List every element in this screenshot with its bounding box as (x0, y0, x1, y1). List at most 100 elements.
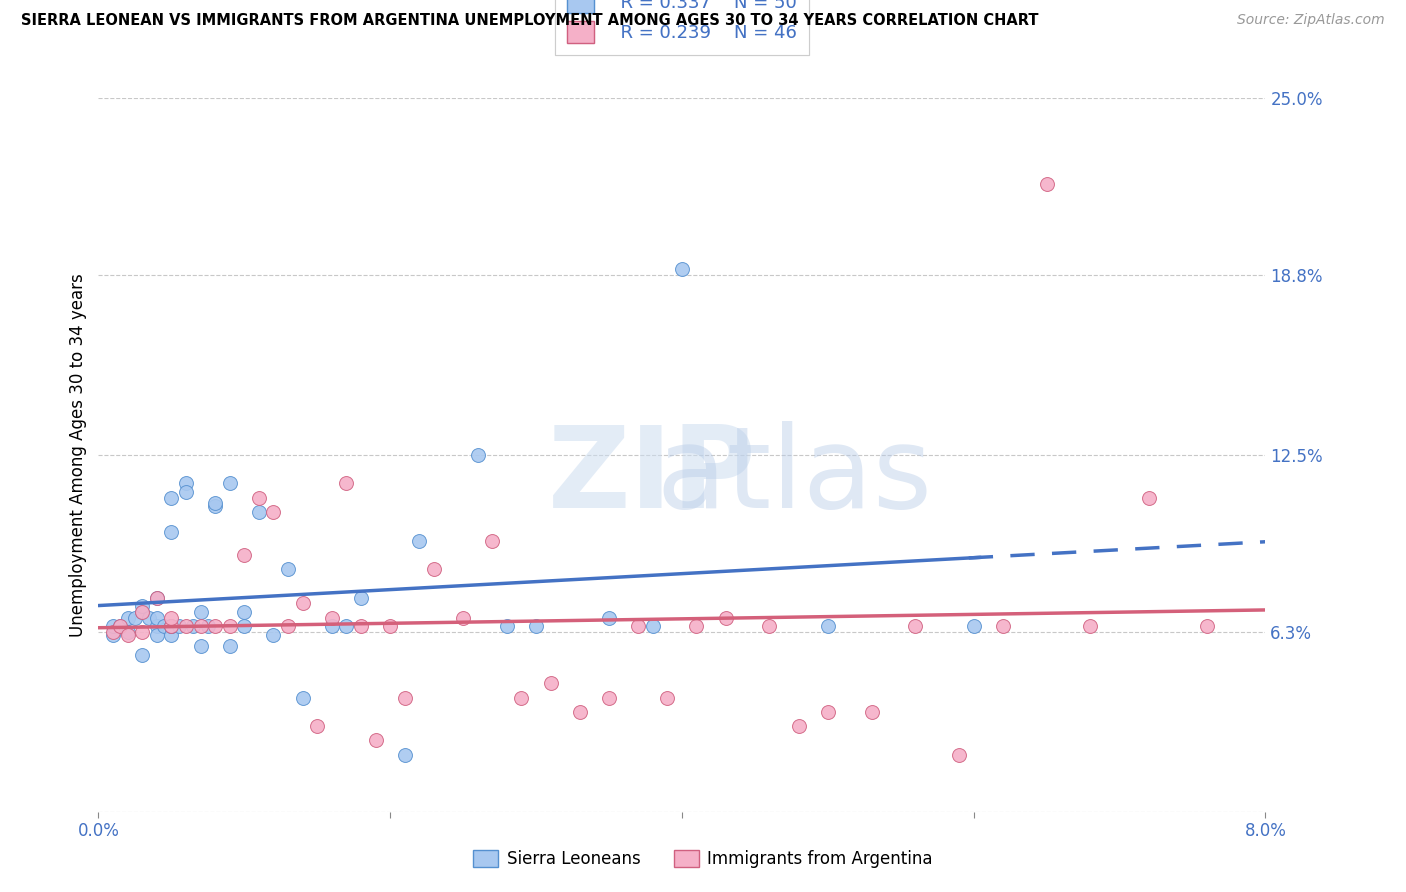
Point (540, 676, 562, 690)
Point (262, 628, 284, 642)
Point (247, 505, 270, 519)
Point (160, 628, 183, 642)
Point (131, 605, 153, 619)
Point (685, 619, 707, 633)
Point (174, 476, 197, 491)
Point (860, 705, 883, 719)
Point (817, 705, 839, 719)
Point (160, 610, 183, 624)
Point (110, 619, 132, 633)
Point (496, 619, 519, 633)
Point (598, 610, 620, 624)
Point (962, 619, 984, 633)
Point (657, 690, 679, 705)
Point (160, 619, 183, 633)
Point (160, 524, 183, 539)
Point (204, 619, 226, 633)
Point (991, 619, 1014, 633)
Point (124, 610, 146, 624)
Text: SIERRA LEONEAN VS IMMIGRANTS FROM ARGENTINA UNEMPLOYMENT AMONG AGES 30 TO 34 YEA: SIERRA LEONEAN VS IMMIGRANTS FROM ARGENT… (21, 13, 1039, 29)
Point (160, 619, 183, 633)
Point (146, 591, 169, 605)
Point (117, 610, 139, 624)
Point (160, 491, 183, 505)
Point (138, 610, 160, 624)
Point (1195, 619, 1218, 633)
Point (641, 619, 664, 633)
Point (598, 690, 620, 705)
Point (160, 619, 183, 633)
Point (101, 619, 124, 633)
Point (364, 733, 387, 747)
Point (378, 619, 402, 633)
Legend:   R = 0.337    N = 50,   R = 0.239    N = 46: R = 0.337 N = 50, R = 0.239 N = 46 (554, 0, 810, 55)
Point (174, 619, 197, 633)
Point (218, 619, 240, 633)
Point (131, 599, 153, 614)
Point (167, 619, 190, 633)
Point (146, 610, 169, 624)
Text: Source: ZipAtlas.com: Source: ZipAtlas.com (1237, 13, 1385, 28)
Point (110, 619, 132, 633)
Point (218, 476, 240, 491)
Point (321, 619, 343, 633)
Point (146, 628, 169, 642)
Point (131, 624, 153, 639)
Point (233, 548, 256, 562)
Point (524, 619, 547, 633)
Point (948, 747, 970, 762)
Point (467, 448, 489, 462)
Point (174, 485, 197, 500)
Point (117, 624, 139, 639)
Point (787, 719, 810, 733)
Point (153, 619, 176, 633)
Point (291, 596, 314, 610)
Point (817, 619, 839, 633)
Point (197, 619, 219, 633)
Point (190, 639, 212, 653)
Point (568, 705, 591, 719)
Point (423, 562, 446, 576)
Point (262, 505, 284, 519)
Point (131, 605, 153, 619)
Point (101, 624, 124, 639)
Point (714, 610, 737, 624)
Point (101, 628, 124, 642)
Point (904, 619, 927, 633)
Y-axis label: Unemployment Among Ages 30 to 34 years: Unemployment Among Ages 30 to 34 years (69, 273, 87, 637)
Point (204, 496, 226, 510)
Point (190, 605, 212, 619)
Point (758, 619, 780, 633)
Point (233, 619, 256, 633)
Point (321, 610, 343, 624)
Point (181, 619, 204, 633)
Point (1080, 619, 1102, 633)
Legend: Sierra Leoneans, Immigrants from Argentina: Sierra Leoneans, Immigrants from Argenti… (467, 843, 939, 875)
Point (451, 610, 474, 624)
Point (233, 605, 256, 619)
Text: ZIP: ZIP (548, 421, 756, 532)
Point (277, 619, 299, 633)
Point (335, 476, 357, 491)
Point (408, 533, 430, 548)
Point (218, 639, 240, 653)
Point (510, 690, 533, 705)
Text: atlas: atlas (548, 421, 932, 532)
Point (1137, 491, 1160, 505)
Point (1035, 177, 1057, 191)
Point (394, 690, 416, 705)
Point (146, 619, 169, 633)
Point (190, 619, 212, 633)
Point (204, 500, 226, 514)
Point (627, 619, 650, 633)
Point (481, 533, 503, 548)
Point (350, 591, 373, 605)
Point (394, 747, 416, 762)
Point (277, 562, 299, 576)
Point (131, 648, 153, 662)
Point (291, 690, 314, 705)
Point (671, 262, 693, 277)
Point (350, 619, 373, 633)
Point (117, 628, 139, 642)
Point (247, 491, 270, 505)
